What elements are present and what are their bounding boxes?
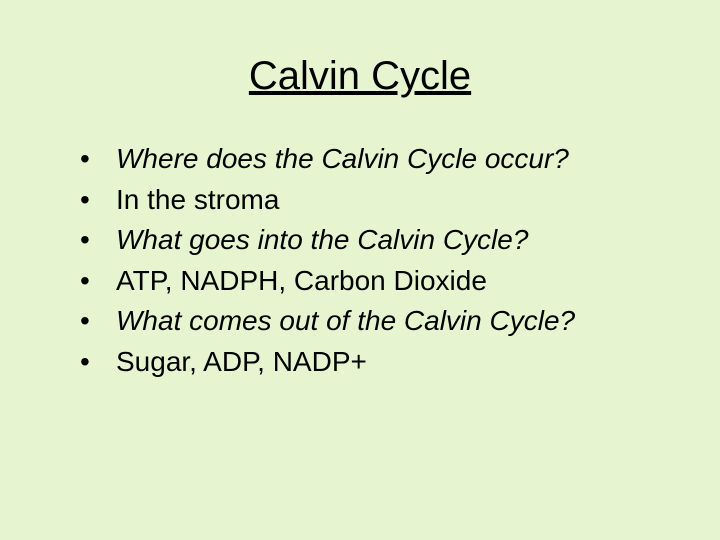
- bullet-text: In the stroma: [116, 184, 279, 215]
- list-item: What goes into the Calvin Cycle?: [80, 220, 720, 261]
- list-item: Sugar, ADP, NADP+: [80, 342, 720, 383]
- slide-title: Calvin Cycle: [0, 54, 720, 99]
- bullet-list: Where does the Calvin Cycle occur? In th…: [0, 139, 720, 383]
- bullet-text: Where does the Calvin Cycle occur?: [116, 143, 569, 174]
- bullet-text: ATP, NADPH, Carbon Dioxide: [116, 265, 487, 296]
- list-item: In the stroma: [80, 180, 720, 221]
- bullet-text: What goes into the Calvin Cycle?: [116, 224, 528, 255]
- bullet-text: What comes out of the Calvin Cycle?: [116, 305, 575, 336]
- list-item: What comes out of the Calvin Cycle?: [80, 301, 720, 342]
- list-item: Where does the Calvin Cycle occur?: [80, 139, 720, 180]
- slide: Calvin Cycle Where does the Calvin Cycle…: [0, 0, 720, 540]
- bullet-text: Sugar, ADP, NADP+: [116, 346, 367, 377]
- list-item: ATP, NADPH, Carbon Dioxide: [80, 261, 720, 302]
